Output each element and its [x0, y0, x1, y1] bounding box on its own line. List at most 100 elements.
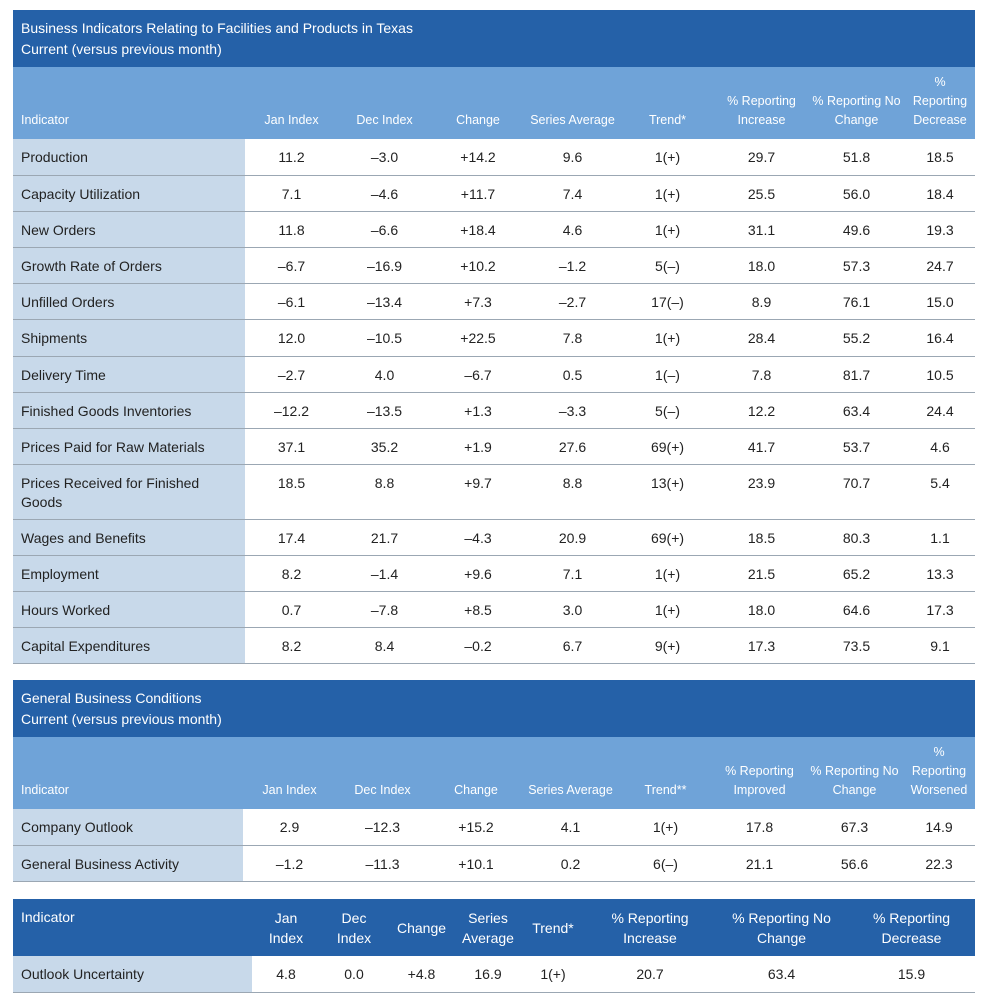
cell-dec-index: –7.8	[338, 591, 431, 628]
cell-reporting-decrease: 18.5	[905, 139, 975, 176]
cell-change: –4.3	[431, 519, 525, 556]
indicator-name: General Business Activity	[13, 845, 243, 882]
cell-dec-index: 8.8	[338, 464, 431, 520]
cell-jan-index: –2.7	[245, 356, 338, 393]
indicator-name: Outlook Uncertainty	[13, 956, 252, 993]
cell-jan-index: –1.2	[243, 845, 336, 882]
cell-reporting-no-change: 49.6	[808, 211, 905, 248]
cell-trend: 1(+)	[521, 956, 585, 993]
cell-reporting-increase: 31.1	[715, 211, 808, 248]
cell-reporting-increase: 20.7	[585, 956, 715, 993]
cell-reporting-decrease: 24.7	[905, 247, 975, 284]
section-title-bar: Business Indicators Relating to Faciliti…	[13, 10, 975, 67]
cell-dec-index: 4.0	[338, 356, 431, 393]
general-business-conditions-table: Indicator Jan Index Dec Index Change Series …	[13, 737, 975, 882]
cell-change: +1.3	[431, 392, 525, 429]
cell-dec-index: 0.0	[320, 956, 388, 993]
cell-dec-index: –12.3	[336, 809, 429, 846]
table-row: Wages and Benefits 17.4 21.7 –4.3 20.9 69(+) 1…	[13, 519, 975, 556]
column-header-series-average: Series Average	[528, 783, 613, 797]
cell-reporting-decrease: 9.1	[905, 627, 975, 664]
table-row: Production 11.2 –3.0 +14.2 9.6 1(+) 29.7 51.8 18…	[13, 139, 975, 176]
cell-series-average: 0.5	[525, 356, 620, 393]
table-row: Hours Worked 0.7 –7.8 +8.5 3.0 1(+) 18.0 64.6 17…	[13, 591, 975, 628]
indicator-name: Unfilled Orders	[13, 283, 245, 320]
cell-reporting-no-change: 56.0	[808, 175, 905, 212]
cell-jan-index: 2.9	[243, 809, 336, 846]
cell-jan-index: 18.5	[245, 464, 338, 520]
indicator-name: Company Outlook	[13, 809, 243, 846]
cell-reporting-no-change: 65.2	[808, 555, 905, 592]
indicator-name: New Orders	[13, 211, 245, 248]
cell-dec-index: 8.4	[338, 627, 431, 664]
cell-jan-index: 11.8	[245, 211, 338, 248]
header-row: Indicator Jan Index Dec Index Change Series …	[13, 67, 975, 139]
cell-series-average: 27.6	[525, 428, 620, 465]
cell-jan-index: 0.7	[245, 591, 338, 628]
cell-series-average: 4.6	[525, 211, 620, 248]
cell-reporting-decrease: 24.4	[905, 392, 975, 429]
cell-dec-index: –6.6	[338, 211, 431, 248]
cell-change: +9.7	[431, 464, 525, 520]
cell-change: –6.7	[431, 356, 525, 393]
cell-jan-index: 12.0	[245, 319, 338, 357]
cell-trend: 13(+)	[620, 464, 715, 520]
cell-trend: 5(–)	[620, 247, 715, 284]
cell-dec-index: –10.5	[338, 319, 431, 357]
indicator-name: Employment	[13, 555, 245, 592]
column-header-jan-index: Jan Index	[264, 113, 319, 127]
cell-series-average: 20.9	[525, 519, 620, 556]
cell-reporting-increase: 28.4	[715, 319, 808, 357]
column-header-indicator: Indicator	[21, 909, 75, 925]
column-header-series-average: Series Average	[462, 909, 514, 946]
header-row: Indicator Jan Index Dec Index Change Series …	[13, 737, 975, 809]
column-header-series-average: Series Average	[530, 113, 615, 127]
table-row: Company Outlook 2.9 –12.3 +15.2 4.1 1(+) 17.8 6…	[13, 809, 975, 846]
table-row: Growth Rate of Orders –6.7 –16.9 +10.2 –1.2 5…	[13, 247, 975, 284]
table-row: Capital Expenditures 8.2 8.4 –0.2 6.7 9(+) 17.…	[13, 627, 975, 664]
cell-jan-index: 11.2	[245, 139, 338, 176]
cell-series-average: 0.2	[523, 845, 618, 882]
cell-reporting-increase: 18.0	[715, 591, 808, 628]
cell-reporting-no-change: 64.6	[808, 591, 905, 628]
outlook-uncertainty-table: Indicator Jan Index Dec Index Change Series …	[13, 899, 975, 993]
cell-series-average: –1.2	[525, 247, 620, 284]
cell-reporting-decrease: 13.3	[905, 555, 975, 592]
cell-series-average: 7.8	[525, 319, 620, 357]
cell-reporting-no-change: 80.3	[808, 519, 905, 556]
cell-change: +11.7	[431, 175, 525, 212]
cell-reporting-no-change: 63.4	[715, 956, 848, 993]
cell-reporting-increase: 18.0	[715, 247, 808, 284]
column-header-dec-index: Dec Index	[356, 113, 413, 127]
indicator-name: Capacity Utilization	[13, 175, 245, 212]
cell-change: +18.4	[431, 211, 525, 248]
cell-dec-index: –13.5	[338, 392, 431, 429]
table-row: Shipments 12.0 –10.5 +22.5 7.8 1(+) 28.4 55.2 16…	[13, 319, 975, 357]
cell-trend: 6(–)	[618, 845, 713, 882]
cell-trend: 1(+)	[620, 591, 715, 628]
section-title-bar: General Business Conditions Current (ver…	[13, 680, 975, 737]
cell-reporting-decrease: 18.4	[905, 175, 975, 212]
cell-reporting-increase: 41.7	[715, 428, 808, 465]
cell-series-average: 9.6	[525, 139, 620, 176]
column-header-reporting-decrease: % Reporting Decrease	[912, 75, 968, 127]
cell-reporting-decrease: 10.5	[905, 356, 975, 393]
section-title: Business Indicators Relating to Faciliti…	[21, 20, 413, 36]
cell-dec-index: –4.6	[338, 175, 431, 212]
column-header-reporting-increase: % Reporting Increase	[611, 909, 689, 946]
cell-jan-index: –6.7	[245, 247, 338, 284]
cell-reporting-decrease: 5.4	[905, 464, 975, 520]
cell-dec-index: –11.3	[336, 845, 429, 882]
cell-trend: 9(+)	[620, 627, 715, 664]
general-business-conditions-section: General Business Conditions Current (ver…	[13, 680, 975, 882]
cell-reporting-decrease: 17.3	[905, 591, 975, 628]
table-row: New Orders 11.8 –6.6 +18.4 4.6 1(+) 31.1 49.6 19…	[13, 211, 975, 248]
column-header-jan-index: Jan Index	[268, 909, 304, 946]
cell-change: +8.5	[431, 591, 525, 628]
cell-reporting-increase: 7.8	[715, 356, 808, 393]
cell-reporting-increase: 8.9	[715, 283, 808, 320]
cell-reporting-increase: 18.5	[715, 519, 808, 556]
header-row: Indicator Jan Index Dec Index Change Series …	[13, 899, 975, 956]
cell-series-average: 8.8	[525, 464, 620, 520]
cell-change: +15.2	[429, 809, 523, 846]
